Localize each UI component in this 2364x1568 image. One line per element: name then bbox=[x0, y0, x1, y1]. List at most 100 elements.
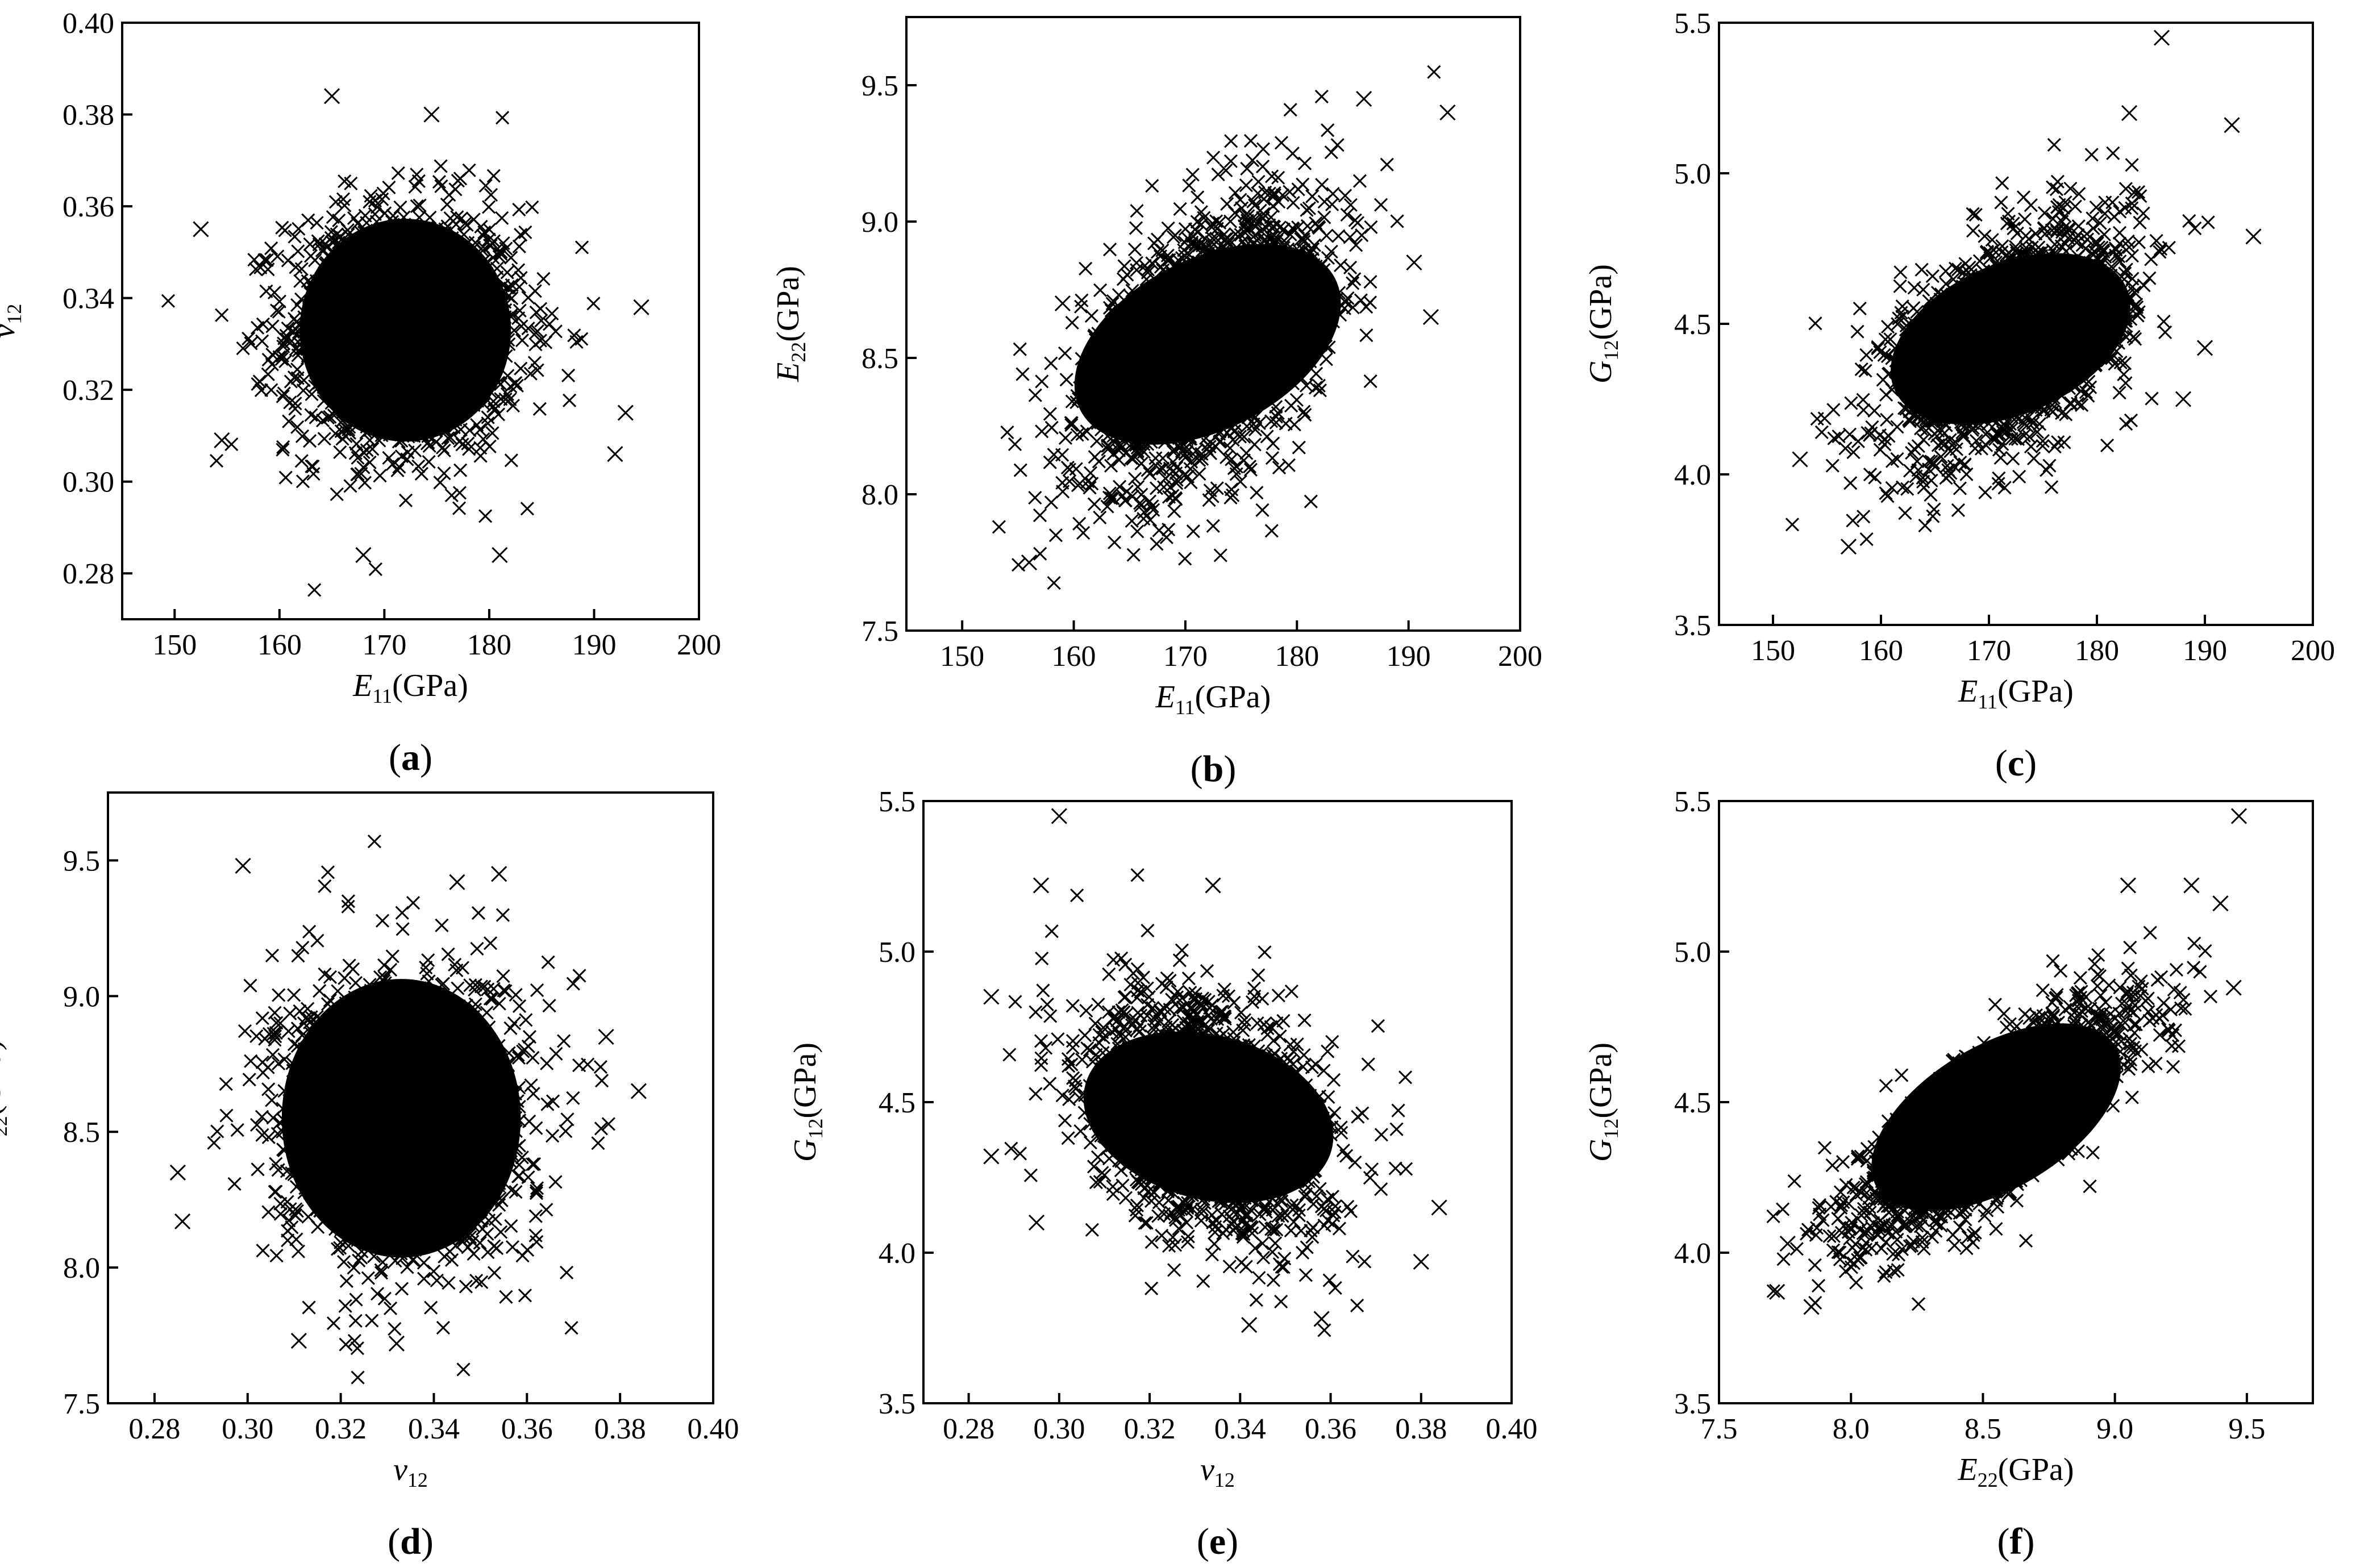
data-point bbox=[278, 470, 293, 485]
data-point bbox=[1087, 497, 1101, 511]
data-point bbox=[1363, 295, 1377, 310]
data-point bbox=[276, 443, 290, 457]
data-point bbox=[1233, 193, 1247, 207]
data-point bbox=[1314, 89, 1329, 104]
data-point bbox=[448, 182, 463, 197]
data-point bbox=[1951, 503, 1965, 517]
data-point bbox=[495, 211, 509, 225]
data-point bbox=[1900, 482, 1914, 496]
data-point bbox=[536, 272, 551, 286]
data-point bbox=[1043, 407, 1057, 421]
data-point bbox=[500, 265, 514, 280]
x-tick-label: 160 bbox=[1052, 640, 1096, 673]
data-point bbox=[1863, 468, 1878, 482]
data-point bbox=[1191, 190, 1205, 205]
panel-label: (b) bbox=[1191, 748, 1237, 790]
y-tick-label: 0.30 bbox=[63, 466, 114, 499]
data-point bbox=[368, 562, 382, 576]
data-point bbox=[1206, 151, 1221, 165]
y-tick-label: 9.5 bbox=[861, 70, 898, 102]
data-point bbox=[1898, 506, 1912, 520]
data-point bbox=[478, 509, 493, 523]
y-tick-label: 0.32 bbox=[63, 374, 114, 407]
data-point bbox=[2072, 187, 2086, 201]
data-point bbox=[496, 111, 510, 125]
data-point bbox=[2118, 201, 2132, 215]
data-point bbox=[291, 244, 305, 258]
data-point bbox=[532, 402, 547, 416]
data-point bbox=[1015, 367, 1030, 381]
x-tick-label: 180 bbox=[1275, 640, 1319, 673]
data-point bbox=[161, 294, 176, 308]
data-point bbox=[1058, 346, 1072, 361]
data-point bbox=[1167, 504, 1181, 518]
data-point bbox=[1130, 204, 1144, 218]
outlier-point bbox=[633, 299, 650, 315]
outlier-point bbox=[1422, 308, 1439, 326]
data-point bbox=[1363, 374, 1377, 389]
data-point bbox=[1065, 315, 1079, 330]
data-point bbox=[514, 228, 528, 242]
data-point bbox=[1885, 454, 1900, 468]
x-tick-label: 170 bbox=[362, 629, 406, 661]
data-point bbox=[520, 502, 534, 516]
x-axis-label: E11(GPa) bbox=[352, 668, 468, 707]
data-point bbox=[1844, 396, 1858, 410]
outlier-point bbox=[617, 404, 634, 421]
data-point bbox=[1299, 378, 1314, 393]
x-tick-label: 150 bbox=[940, 640, 984, 673]
data-point bbox=[2107, 210, 2121, 224]
data-point bbox=[1880, 320, 1895, 334]
data-point bbox=[1305, 189, 1320, 203]
data-point bbox=[256, 317, 270, 331]
data-point bbox=[1093, 510, 1107, 524]
data-point bbox=[1113, 479, 1127, 494]
data-point bbox=[270, 249, 285, 264]
data-point bbox=[1240, 161, 1254, 176]
data-point bbox=[2133, 215, 2147, 230]
data-point bbox=[1013, 463, 1027, 477]
data-point bbox=[1028, 491, 1042, 505]
data-point bbox=[1352, 174, 1367, 188]
scatter-points bbox=[1785, 30, 2262, 555]
data-point bbox=[2047, 137, 2061, 152]
data-point bbox=[307, 583, 322, 597]
data-point bbox=[1129, 221, 1143, 235]
data-point bbox=[1056, 485, 1070, 499]
data-point bbox=[249, 262, 263, 276]
outlier-point bbox=[492, 547, 508, 563]
data-point bbox=[518, 225, 532, 239]
outlier-point bbox=[1439, 104, 1456, 121]
data-point bbox=[1427, 65, 1441, 79]
data-point bbox=[1228, 186, 1242, 200]
data-point bbox=[512, 202, 526, 216]
data-point bbox=[1346, 276, 1360, 290]
scatter-points bbox=[992, 65, 1456, 590]
data-point bbox=[1251, 174, 1266, 189]
data-point bbox=[1033, 547, 1047, 561]
data-point bbox=[548, 324, 563, 339]
data-point bbox=[2012, 469, 2026, 484]
data-point bbox=[326, 210, 340, 224]
data-point bbox=[1264, 524, 1279, 538]
data-point bbox=[1843, 476, 1858, 490]
data-point bbox=[1284, 399, 1298, 413]
data-point bbox=[1008, 437, 1022, 451]
data-point bbox=[1890, 452, 1904, 466]
data-point bbox=[265, 319, 280, 333]
data-point bbox=[1827, 431, 1841, 445]
data-point bbox=[1093, 283, 1108, 297]
x-tick-label: 200 bbox=[677, 629, 721, 661]
data-point bbox=[1265, 451, 1280, 465]
data-point bbox=[1995, 176, 2009, 190]
data-point bbox=[1994, 195, 2008, 210]
data-point bbox=[449, 217, 463, 232]
data-point bbox=[1035, 424, 1049, 439]
data-point bbox=[1127, 243, 1142, 257]
data-point bbox=[398, 493, 413, 507]
data-point bbox=[1911, 439, 1925, 453]
data-point bbox=[1117, 259, 1131, 273]
data-point bbox=[586, 297, 601, 311]
data-point bbox=[525, 200, 539, 214]
data-point bbox=[310, 216, 324, 230]
